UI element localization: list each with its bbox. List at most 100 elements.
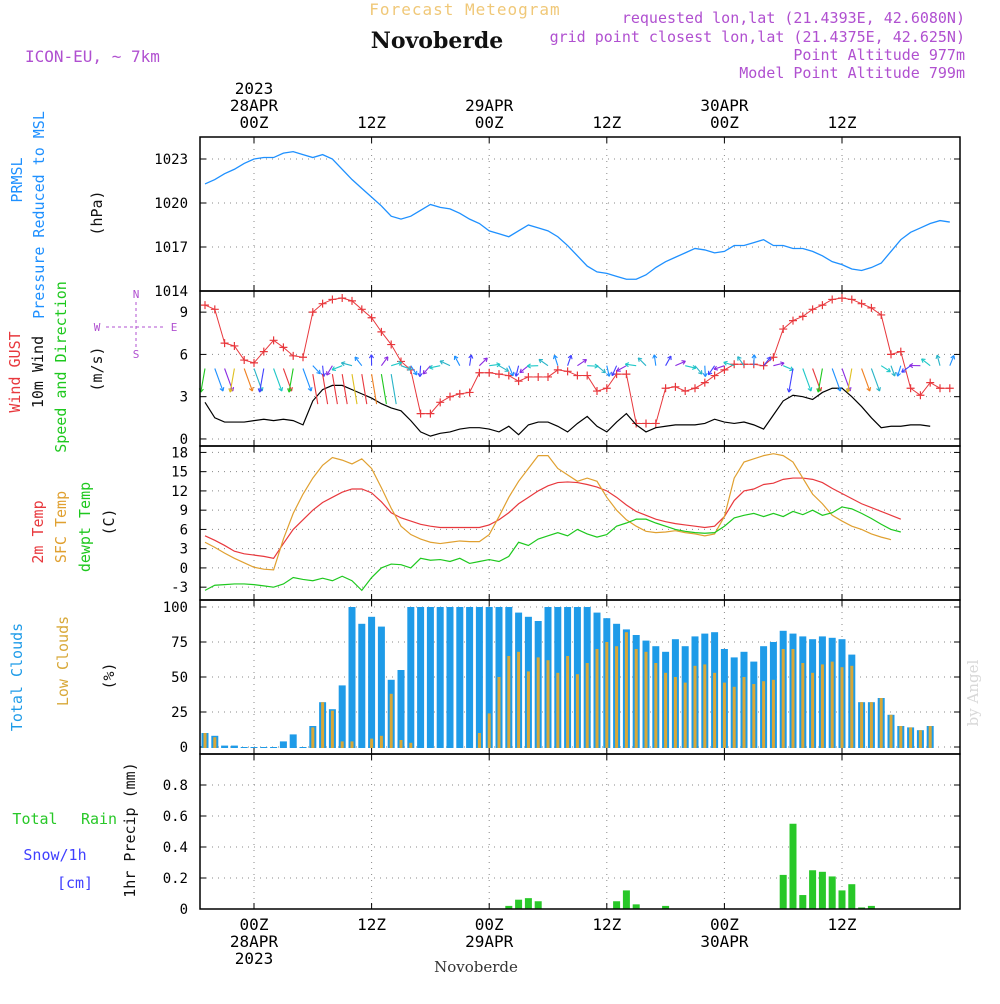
low-cloud-bar — [488, 713, 491, 748]
rain-bar — [790, 824, 797, 909]
bottom-time-label: 12Z — [828, 915, 857, 934]
y-tick-label: 0.8 — [163, 778, 188, 794]
y-tick-label: 15 — [171, 465, 188, 481]
gust-marker — [456, 390, 464, 398]
credit: by Angel — [964, 659, 982, 726]
low-cloud-bar — [517, 652, 520, 748]
low-cloud-bar — [674, 677, 677, 748]
gust-label: Wind GUST — [6, 331, 24, 412]
low-cloud-bar — [547, 660, 550, 748]
low-cloud-bar — [890, 715, 893, 748]
wind-arrow — [332, 374, 337, 404]
gust-marker — [867, 304, 875, 312]
model-altitude: Model Point Altitude 799m — [739, 64, 965, 82]
temp-labels: 2m Temp SFC Temp dewpt Temp (C) — [29, 482, 118, 572]
gust-marker — [524, 373, 532, 381]
rain-bar — [780, 875, 787, 909]
low-cloud-bar — [390, 694, 393, 748]
y-tick-label: 75 — [171, 635, 188, 651]
total-cloud-bar — [447, 607, 454, 748]
low-cloud-bar — [684, 683, 687, 748]
pressure-msl-label: Pressure Reduced to MSL — [30, 111, 48, 319]
gust-marker — [946, 384, 954, 392]
wind-arrow — [381, 374, 386, 404]
gust-marker — [554, 366, 562, 374]
low-cloud-bar — [507, 656, 510, 748]
wind-unit: (m/s) — [88, 346, 106, 391]
total-cloud-bar — [476, 607, 483, 748]
low-cloud-bar — [782, 649, 785, 748]
wind-arrow — [352, 374, 357, 404]
gust-marker — [230, 342, 238, 350]
low-cloud-bar — [370, 739, 373, 748]
precip-axis-label: 1hr Precip (mm) — [121, 762, 139, 897]
bottom-time-label: 12Z — [357, 915, 386, 934]
low-cloud-bar — [929, 726, 932, 748]
y-tick-label: 100 — [163, 600, 188, 616]
low-cloud-bar — [331, 711, 334, 748]
temp-unit: (C) — [100, 508, 118, 535]
wind-arrow — [274, 369, 282, 392]
sfc-temp-line — [205, 454, 891, 570]
rain-bar — [839, 890, 846, 909]
wind-arrow — [303, 369, 311, 392]
snow-unit: [cm] — [57, 874, 93, 892]
bottom-time-label: 29APR — [465, 932, 514, 951]
gust-marker — [583, 372, 591, 380]
footer-location: Novoberde — [434, 958, 518, 976]
y-tick-label: 0.2 — [163, 871, 188, 887]
gust-marker — [799, 312, 807, 320]
total-cloud-bar — [290, 734, 297, 748]
total-label: Total — [12, 810, 57, 828]
low-cloud-bar — [321, 702, 324, 748]
total-cloud-bar — [398, 670, 405, 748]
total-cloud-bar — [456, 607, 463, 748]
gust-marker — [907, 384, 915, 392]
wind10m-label: 10m Wind — [29, 336, 47, 408]
low-cloud-bar — [792, 649, 795, 748]
gust-marker — [446, 393, 454, 401]
cloud-unit: (%) — [100, 662, 118, 689]
low-cloud-bar — [625, 632, 628, 748]
total-cloud-bar — [437, 607, 444, 748]
top-time-label: 12Z — [828, 113, 857, 132]
gust-marker — [485, 369, 493, 377]
low-cloud-bar — [498, 677, 501, 748]
cloud-bars — [202, 607, 934, 748]
gust-marker — [299, 353, 307, 361]
total-cloud-bar — [300, 747, 307, 748]
low-cloud-bar — [566, 656, 569, 748]
gust-marker — [926, 379, 934, 387]
low-cloud-bar — [556, 673, 559, 748]
low-cloud-bar — [380, 736, 383, 748]
total-cloud-bar — [466, 607, 473, 748]
y-tick-label: 3 — [180, 390, 188, 406]
low-cloud-bar — [576, 674, 579, 748]
snow-label: Snow/1h — [23, 846, 86, 864]
total-cloud-bar — [407, 607, 414, 748]
gust-marker — [828, 295, 836, 303]
low-cloud-bar — [870, 702, 873, 748]
gust-marker — [221, 339, 229, 347]
low-cloud-bar — [204, 733, 207, 748]
low-cloud-bar — [400, 740, 403, 748]
low-cloud-bar — [801, 663, 804, 748]
gust-marker — [809, 305, 817, 313]
gust-marker — [818, 301, 826, 309]
wind-arrow — [201, 369, 205, 393]
y-tick-label: 0 — [180, 561, 188, 577]
gust-marker — [564, 367, 572, 375]
low-cloud-bar — [821, 664, 824, 748]
rain-label: Rain — [81, 810, 117, 828]
gust-marker — [858, 300, 866, 308]
gust-marker — [328, 295, 336, 303]
gust-marker — [622, 370, 630, 378]
total-clouds-label: Total Clouds — [8, 623, 26, 731]
total-cloud-bar — [339, 685, 346, 748]
low-cloud-bar — [341, 741, 344, 748]
location-title: Novoberde — [371, 28, 504, 54]
low-cloud-bar — [743, 677, 746, 748]
low-cloud-bar — [664, 673, 667, 748]
